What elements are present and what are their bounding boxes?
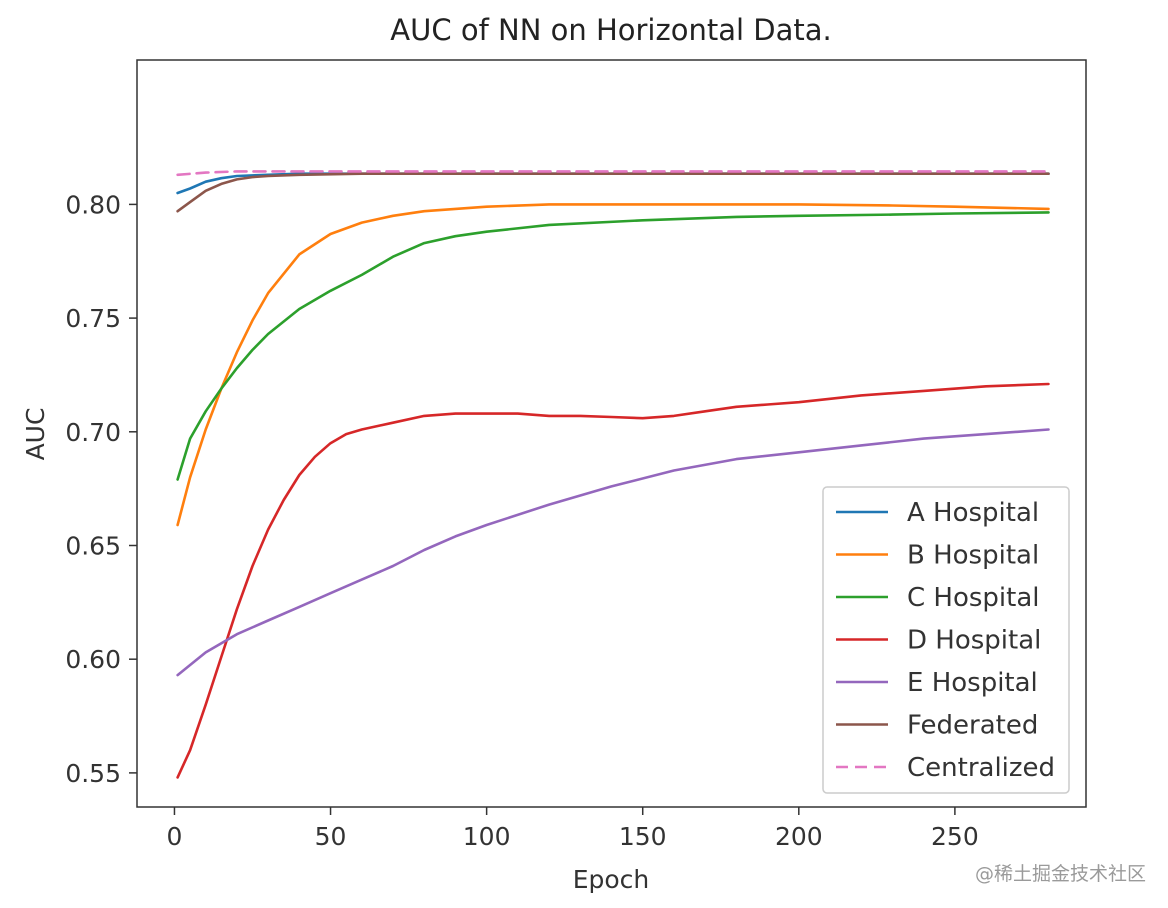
watermark-text: @稀土掘金技术社区 — [974, 863, 1146, 885]
series-line-1 — [176, 203, 1050, 527]
legend-label-5: Federated — [907, 711, 1038, 741]
series-layer — [176, 170, 1050, 779]
x-tick-label: 250 — [931, 822, 979, 851]
x-tick-label: 0 — [167, 822, 183, 851]
x-tick-label: 150 — [619, 822, 667, 851]
series-line-3 — [176, 382, 1050, 779]
plot-frame — [136, 59, 1087, 808]
legend-label-6: Centralized — [907, 753, 1055, 783]
legend-frame — [822, 486, 1070, 794]
series-line-6 — [176, 170, 1050, 177]
x-axis-label: Epoch — [573, 865, 650, 894]
series-line-4 — [176, 428, 1050, 677]
y-tick-label: 0.60 — [65, 645, 121, 674]
legend-items: A Hospital B Hospital C Hospital D Hospital… — [836, 498, 1055, 783]
legend: A Hospital B Hospital C Hospital D Hospital… — [822, 486, 1070, 794]
x-tick-label: 50 — [315, 822, 347, 851]
y-tick-label: 0.55 — [65, 759, 121, 788]
legend-label-1: B Hospital — [907, 541, 1039, 571]
y-tick-label: 0.75 — [65, 304, 121, 333]
x-tick-label: 200 — [775, 822, 823, 851]
y-axis-label: AUC — [21, 408, 50, 461]
y-tick-label: 0.80 — [65, 190, 121, 219]
y-tick-label: 0.70 — [65, 418, 121, 447]
legend-label-0: A Hospital — [907, 498, 1039, 528]
x-axis: 0 50 100 150 200 250 — [167, 807, 979, 851]
y-tick-label: 0.65 — [65, 531, 121, 560]
legend-label-3: D Hospital — [907, 626, 1041, 656]
y-axis: 0.55 0.60 0.65 0.70 0.75 0.80 — [65, 190, 137, 788]
series-line-5 — [176, 172, 1050, 213]
series-line-2 — [176, 211, 1050, 481]
plot-area — [136, 59, 1087, 808]
series-line-0 — [176, 172, 1050, 195]
legend-label-4: E Hospital — [907, 668, 1038, 698]
legend-label-2: C Hospital — [907, 583, 1040, 613]
chart-title: AUC of NN on Horizontal Data. — [390, 13, 831, 47]
x-tick-label: 100 — [463, 822, 511, 851]
